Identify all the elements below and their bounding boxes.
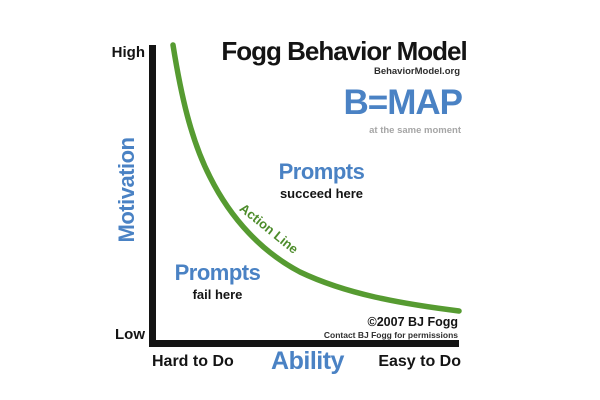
prompts-succeed-subtitle: succeed here	[279, 186, 364, 201]
y-axis-high-label: High	[111, 44, 145, 61]
prompts-fail-subtitle: fail here	[192, 287, 243, 302]
prompts-fail-annotation: Prompts fail here	[155, 260, 280, 302]
y-axis-low-label: Low	[115, 326, 145, 343]
y-axis-line	[149, 45, 156, 347]
prompts-succeed-title: Prompts	[278, 159, 365, 184]
formula-bmap: B=MAP	[343, 83, 463, 122]
formula-caption: at the same moment	[369, 125, 461, 136]
prompts-succeed-annotation: Prompts succeed here	[259, 159, 384, 201]
copyright-text: ©2007 BJ Fogg	[367, 315, 459, 329]
x-axis-line	[149, 340, 459, 347]
action-line-curve	[170, 42, 462, 314]
x-axis-hard-label: Hard to Do	[152, 353, 234, 370]
y-axis-title: Motivation	[114, 137, 139, 243]
contact-permissions-text: Contact BJ Fogg for permissions	[323, 330, 458, 340]
page-title: Fogg Behavior Model	[221, 36, 467, 66]
prompts-fail-title: Prompts	[174, 260, 261, 285]
x-axis-title: Ability	[271, 347, 344, 375]
site-credit: BehaviorModel.org	[373, 66, 460, 77]
x-axis-easy-label: Easy to Do	[378, 353, 461, 370]
